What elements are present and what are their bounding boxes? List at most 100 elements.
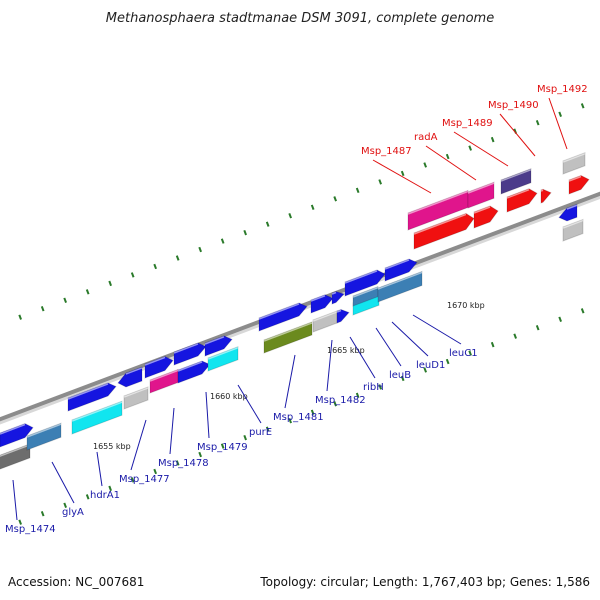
gene-label-hdra1[interactable]: hdrA1	[90, 451, 120, 501]
gene-1482-shine	[312, 311, 338, 322]
gene-label-msp_1474[interactable]: Msp_1474	[5, 479, 56, 535]
scale-dash	[18, 519, 22, 525]
scale-tick-label: 1660 kbp	[210, 392, 248, 401]
gene-label-text[interactable]: glyA	[62, 507, 84, 518]
scale-dash	[513, 128, 517, 134]
scale-dash	[378, 384, 382, 390]
gene-1481[interactable]	[263, 321, 313, 354]
gene-1492-strand-shine	[566, 204, 578, 210]
gene-features[interactable]	[0, 152, 590, 471]
gene-radA[interactable]	[467, 181, 495, 209]
gene-label-text[interactable]: leuC1	[449, 348, 478, 359]
genome-summary-text: Topology: circular; Length: 1,767,403 bp…	[260, 575, 590, 589]
gene-label-leud1[interactable]: leuD1	[391, 321, 445, 371]
gene-ribH[interactable]	[336, 308, 350, 324]
scale-dash	[378, 179, 382, 185]
gene-1482-upper-shine	[310, 295, 326, 302]
gene-label-text[interactable]: Msp_1482	[315, 395, 366, 406]
scale-dash	[288, 213, 292, 219]
gene-leuB-upper[interactable]	[344, 269, 386, 297]
scale-dash	[468, 145, 472, 151]
gene-1487-lower[interactable]	[413, 212, 475, 250]
gene-glyA-lower[interactable]	[0, 443, 31, 471]
gene-purE-upper-shine	[204, 336, 225, 345]
gene-label-pure[interactable]: purE	[237, 384, 272, 438]
gene-label-msp_1489[interactable]: Msp_1489	[442, 118, 509, 167]
map-title: Methanosphaera stadtmanae DSM 3091, comp…	[106, 11, 494, 26]
gene-label-text[interactable]: ribH	[363, 382, 384, 393]
scale-dash	[63, 502, 67, 508]
gene-label-text[interactable]: radA	[414, 132, 438, 143]
gene-hdrA1-upper[interactable]	[67, 382, 117, 412]
gene-label-text[interactable]: hdrA1	[90, 490, 120, 501]
gene-label-msp_1479[interactable]: Msp_1479	[197, 391, 248, 453]
scale-dash	[175, 460, 180, 466]
gene-label-text[interactable]: Msp_1479	[197, 442, 248, 453]
gene-1477[interactable]	[123, 386, 149, 410]
gene-glyA[interactable]	[26, 422, 62, 451]
scale-dash	[490, 136, 495, 143]
gene-label-text[interactable]: Msp_1477	[119, 474, 170, 485]
gene-label-text[interactable]: Msp_1487	[361, 146, 412, 157]
scale-dash	[18, 314, 22, 320]
scale-dash	[490, 341, 495, 348]
gene-label-msp_1487[interactable]: Msp_1487	[361, 146, 432, 194]
gene-1492-strand[interactable]	[558, 203, 578, 222]
gene-label-text[interactable]: purE	[249, 427, 272, 438]
scale-tick-label: 1655 kbp	[93, 442, 131, 451]
gene-ribH-upper[interactable]	[331, 290, 345, 305]
gene-label-leader	[375, 327, 402, 367]
gene-1492[interactable]	[562, 152, 586, 175]
gene-1479-upper[interactable]	[173, 342, 207, 366]
scale-dash	[333, 196, 337, 202]
gene-1479[interactable]	[177, 360, 211, 384]
gene-label-text[interactable]: Msp_1492	[537, 84, 588, 95]
gene-1489[interactable]	[500, 168, 532, 195]
scale-dash	[468, 350, 472, 356]
scale-dash	[558, 316, 562, 322]
gene-1490[interactable]	[540, 188, 552, 204]
scale-dash	[153, 263, 157, 270]
gene-label-leader	[326, 339, 333, 392]
gene-label-text[interactable]: leuB	[389, 370, 411, 381]
gene-1481-upper[interactable]	[258, 302, 308, 332]
gene-label-leuc1[interactable]: leuC1	[412, 314, 478, 359]
gene-1474[interactable]	[0, 423, 34, 448]
gene-hdrA1[interactable]	[71, 400, 123, 435]
gene-label-msp_1478[interactable]: Msp_1478	[158, 407, 209, 469]
gene-1492-shine	[562, 153, 586, 163]
gene-label-msp_1492[interactable]: Msp_1492	[537, 84, 588, 150]
gene-label-leader	[548, 97, 568, 150]
gene-label-leub[interactable]: leuB	[375, 327, 411, 381]
gene-1492-grey-shine	[562, 219, 584, 229]
gene-label-glya[interactable]: glyA	[51, 461, 84, 518]
gene-label-text[interactable]: Msp_1474	[5, 524, 56, 535]
scale-dash	[108, 485, 112, 492]
gene-label-text[interactable]: Msp_1489	[442, 118, 493, 129]
gene-label-rada[interactable]: radA	[414, 132, 477, 181]
scale-dash	[265, 221, 270, 227]
gene-label-text[interactable]: Msp_1490	[488, 100, 539, 111]
gene-label-ribh[interactable]: ribH	[349, 336, 384, 393]
gene-label-msp_1481[interactable]: Msp_1481	[273, 354, 324, 423]
scale-dash	[400, 375, 405, 382]
gene-leuC1[interactable]	[377, 270, 423, 303]
gene-labels[interactable]: Msp_1474 glyA hdrA1 Msp_1477 Msp_1478 Msp_147…	[5, 84, 588, 535]
gene-leuC1-upper[interactable]	[384, 258, 418, 282]
gene-1490-shine	[540, 189, 544, 192]
gene-1477-upper[interactable]	[117, 366, 143, 388]
scale-dash	[288, 418, 292, 424]
gene-label-msp_1477[interactable]: Msp_1477	[119, 419, 170, 485]
gene-label-leader	[12, 479, 18, 521]
gene-label-msp_1482[interactable]: Msp_1482	[315, 339, 366, 406]
gene-1477-upper-shine	[125, 367, 143, 375]
scale-dash	[130, 477, 135, 483]
gene-1492-grey[interactable]	[562, 218, 584, 242]
scale-dash	[445, 153, 450, 160]
gene-purE[interactable]	[207, 346, 239, 372]
gene-1492-lower[interactable]	[568, 174, 590, 195]
gene-label-text[interactable]: Msp_1481	[273, 412, 324, 423]
gene-label-text[interactable]: Msp_1478	[158, 458, 209, 469]
gene-label-msp_1490[interactable]: Msp_1490	[488, 100, 539, 157]
gene-label-text[interactable]: leuD1	[416, 360, 445, 371]
